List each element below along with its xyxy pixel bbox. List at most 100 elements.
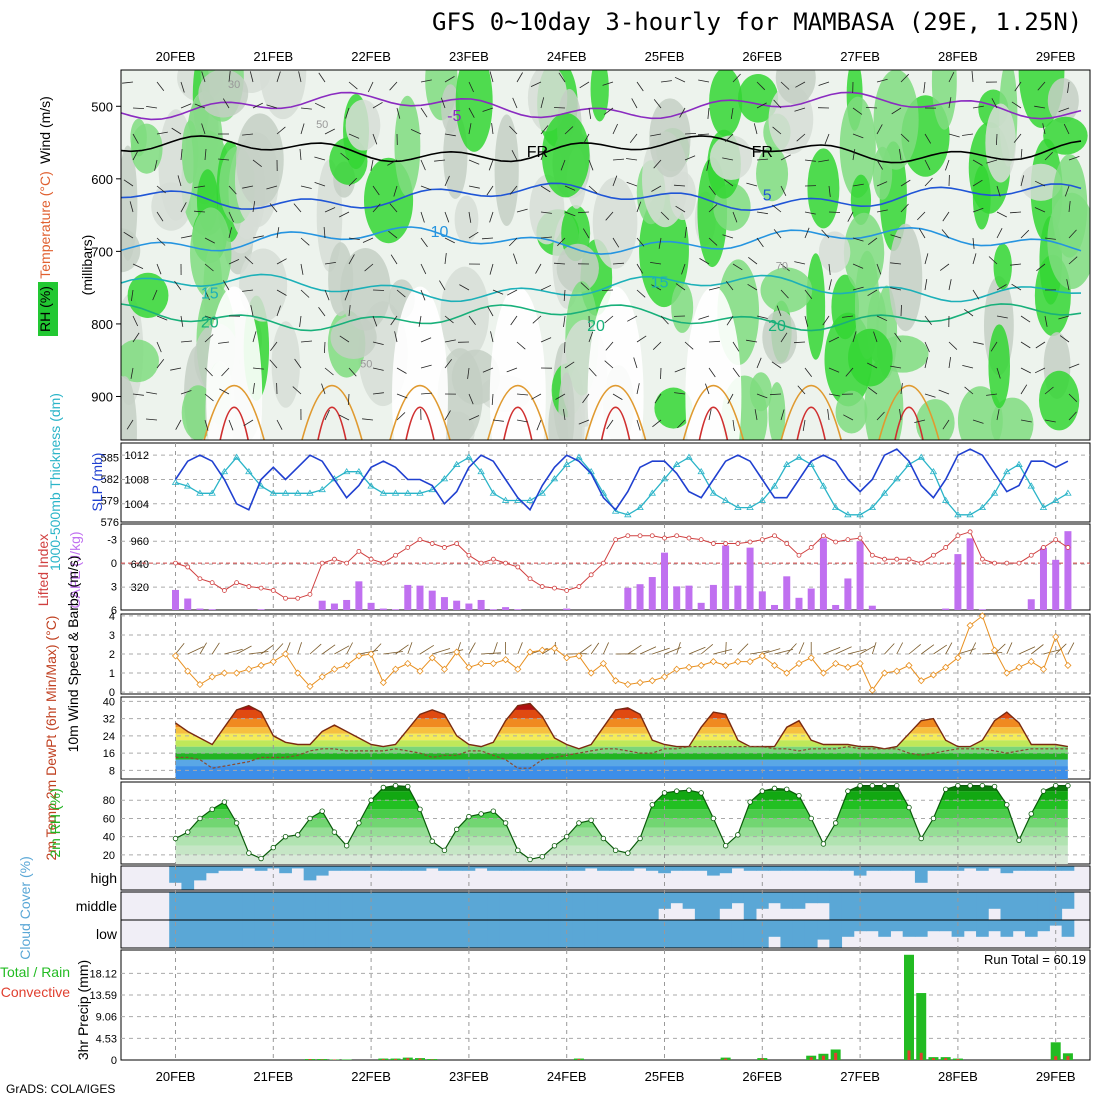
cloud-middle-bar <box>927 892 940 920</box>
wind-barb <box>420 237 428 248</box>
cloud-low-bar <box>425 920 439 948</box>
lifted-index-marker <box>882 556 887 562</box>
cloud-middle-bar <box>499 892 512 920</box>
wind-barb <box>900 383 903 395</box>
rh-marker <box>478 811 484 817</box>
wind-barb <box>612 237 620 248</box>
wind10m-marker <box>1064 661 1072 669</box>
cloud-high-bar <box>902 866 916 871</box>
lifted-index-marker <box>356 548 362 554</box>
wind-barb <box>1011 101 1022 109</box>
wind-barb <box>924 253 929 265</box>
rh-marker <box>429 838 435 844</box>
top-date-label: 24FEB <box>547 49 587 64</box>
cape-bar <box>465 603 473 610</box>
wind-barb <box>249 71 254 83</box>
wind-barb <box>156 131 168 135</box>
isotherm-line <box>121 182 1082 212</box>
cloud-high-bar <box>389 866 402 871</box>
wind-barb <box>512 97 518 109</box>
chart-title: GFS 0~10day 3-hourly for MAMBASA (29E, 1… <box>432 8 1083 36</box>
wind-barb <box>821 229 830 239</box>
wind-barb <box>348 367 357 377</box>
cloud-middle-bar <box>425 892 439 920</box>
cloud-low-bar <box>633 920 647 948</box>
thickness-marker <box>342 467 351 475</box>
cloud-middle-bar <box>731 892 745 904</box>
wind-barb <box>252 367 264 370</box>
thickness-marker <box>929 467 938 475</box>
precip-convective-bar <box>381 1059 385 1060</box>
rh-shade-patch <box>239 248 288 322</box>
wind-barb <box>1020 175 1025 187</box>
thickness-marker <box>196 489 204 496</box>
rh-marker <box>894 782 900 789</box>
cape-bar <box>318 600 326 610</box>
lifted-index-marker <box>393 552 398 558</box>
cloud-middle-bar <box>829 892 843 920</box>
lifted-index-marker <box>723 541 729 546</box>
wind-barb <box>372 367 384 371</box>
rh-marker <box>661 790 668 796</box>
lifted-index-marker <box>674 533 680 539</box>
cape-bar <box>783 576 791 610</box>
wind10m-barb <box>346 642 353 655</box>
rh-marker <box>625 850 631 856</box>
wind-barb <box>1011 283 1022 291</box>
dry-column <box>392 286 448 440</box>
cloud-middle-bar <box>621 892 635 920</box>
rh-contour-label: 30 <box>228 79 240 91</box>
cloud-level-label: low <box>96 926 118 942</box>
wind10m-barb <box>969 642 977 655</box>
wind-barb <box>612 262 625 265</box>
rh-marker <box>502 820 509 826</box>
wind-barb <box>146 106 158 109</box>
isotherm-label: -5 <box>447 108 461 125</box>
cape-bar <box>942 608 950 610</box>
thickness-tick-label: 579 <box>101 495 119 507</box>
wind-barb <box>252 383 255 395</box>
cross-section-layer: -5 FR FR 5 10 15 15 20 20 20 30 50 50 70 <box>121 70 1090 440</box>
cloud-middle-bar <box>792 892 806 909</box>
wind-barb <box>324 341 326 354</box>
wind-barb <box>962 133 974 136</box>
wind-barb <box>180 202 187 213</box>
wind-barb <box>324 367 334 376</box>
isotherm-line <box>121 226 1082 255</box>
precip-convective-bar <box>834 1052 838 1060</box>
isotherm-label: 10 <box>431 224 449 241</box>
rh-shade-patch <box>494 114 519 227</box>
rh-shade-patch <box>130 123 163 174</box>
precip-legend-convective: Convective <box>1 984 70 1000</box>
thickness-marker <box>611 507 620 514</box>
cloud-middle-bar <box>572 892 586 920</box>
wind-tick-label: 4 <box>109 611 115 623</box>
wind-barb <box>780 263 790 272</box>
credit-text: GrADS: COLA/IGES <box>6 1082 116 1096</box>
wind-barb <box>509 185 518 195</box>
wind-barb <box>894 332 902 343</box>
wind-barb <box>204 148 207 161</box>
cloud-middle-bar <box>352 892 366 920</box>
cloud-high-bar <box>682 866 696 871</box>
cape-bar <box>673 586 681 610</box>
cloud-high-bar <box>1037 866 1050 871</box>
thickness-marker <box>990 489 999 496</box>
bottom-date-label: 26FEB <box>742 1069 782 1084</box>
wind-barb <box>146 391 158 395</box>
wind-barb <box>299 315 302 327</box>
rh-marker <box>869 782 876 789</box>
wind-barb <box>194 185 206 189</box>
wind10m-barb <box>309 643 322 655</box>
wind-barb <box>732 211 738 223</box>
warm-contour <box>301 384 363 440</box>
rh-marker <box>197 815 203 822</box>
wind-barb <box>651 185 662 192</box>
cape-bar <box>709 584 717 610</box>
wind-barb <box>605 211 614 221</box>
rh-shade-patch <box>888 223 923 332</box>
wind-barb <box>606 419 614 430</box>
rh-marker <box>307 815 313 822</box>
rh-marker <box>417 806 423 813</box>
cloud-low-bar <box>963 920 977 932</box>
